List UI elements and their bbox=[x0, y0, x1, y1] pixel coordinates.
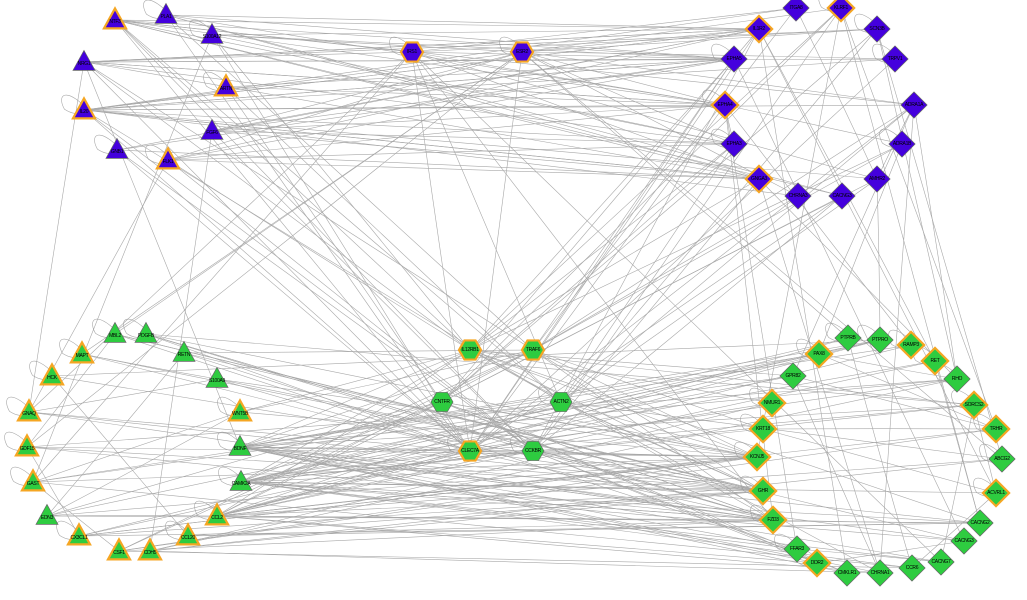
svg-text:CAMK2A: CAMK2A bbox=[232, 481, 252, 487]
svg-text:KCNJ5: KCNJ5 bbox=[750, 454, 765, 460]
svg-text:IL12RB1: IL12RB1 bbox=[461, 347, 479, 353]
svg-text:GAST: GAST bbox=[27, 481, 40, 487]
svg-text:SCN3B: SCN3B bbox=[869, 26, 885, 32]
svg-text:IRS1: IRS1 bbox=[407, 49, 417, 55]
svg-text:RETN: RETN bbox=[178, 352, 191, 358]
svg-text:GPR82: GPR82 bbox=[786, 373, 801, 379]
svg-text:EPHA4: EPHA4 bbox=[718, 102, 733, 108]
svg-text:S100A12: S100A12 bbox=[203, 34, 222, 40]
svg-text:AMHR2: AMHR2 bbox=[869, 176, 886, 182]
svg-text:CHRNA3: CHRNA3 bbox=[789, 193, 808, 199]
svg-text:WNT5B: WNT5B bbox=[232, 411, 249, 417]
svg-text:PLA1: PLA1 bbox=[160, 14, 172, 20]
svg-text:PTPRB: PTPRB bbox=[840, 335, 856, 341]
svg-text:KLRF1: KLRF1 bbox=[834, 5, 849, 11]
svg-text:GDF15: GDF15 bbox=[20, 446, 35, 452]
svg-text:PTPRO: PTPRO bbox=[872, 337, 888, 343]
svg-text:FLK1: FLK1 bbox=[163, 159, 174, 165]
svg-text:RHO: RHO bbox=[952, 376, 963, 382]
svg-text:ITGA8: ITGA8 bbox=[790, 5, 803, 11]
svg-text:RAMP3: RAMP3 bbox=[903, 342, 919, 348]
svg-text:EDN3: EDN3 bbox=[41, 515, 54, 521]
svg-text:IL1R2: IL1R2 bbox=[753, 26, 765, 32]
svg-text:EPHA5: EPHA5 bbox=[727, 56, 742, 62]
svg-text:GHR: GHR bbox=[758, 488, 769, 494]
svg-text:ADRA1B: ADRA1B bbox=[893, 141, 912, 147]
svg-text:CX3CL1: CX3CL1 bbox=[70, 535, 88, 541]
svg-text:CHRNA1: CHRNA1 bbox=[871, 570, 890, 576]
svg-text:FZD3: FZD3 bbox=[767, 517, 779, 523]
svg-text:CACNG3: CACNG3 bbox=[832, 193, 852, 199]
svg-text:CCR6: CCR6 bbox=[906, 565, 919, 571]
svg-text:CDH5: CDH5 bbox=[144, 550, 157, 556]
svg-text:PAX8: PAX8 bbox=[813, 351, 825, 357]
svg-text:CCKBR: CCKBR bbox=[525, 448, 542, 454]
svg-text:PDGFB: PDGFB bbox=[138, 333, 155, 339]
svg-text:NMUR1: NMUR1 bbox=[764, 400, 781, 406]
svg-text:ACVRL1: ACVRL1 bbox=[987, 490, 1005, 496]
svg-text:CCL2: CCL2 bbox=[211, 515, 223, 521]
svg-text:NRG1: NRG1 bbox=[78, 61, 91, 67]
svg-text:DDR2: DDR2 bbox=[811, 560, 824, 566]
svg-text:S100A9: S100A9 bbox=[209, 378, 226, 384]
svg-text:NTF3: NTF3 bbox=[109, 19, 121, 25]
svg-text:SORCS2: SORCS2 bbox=[965, 402, 984, 408]
svg-text:RET: RET bbox=[930, 358, 939, 364]
svg-text:ABCG2: ABCG2 bbox=[994, 456, 1010, 462]
svg-text:CCL20: CCL20 bbox=[181, 535, 196, 541]
svg-text:TRAF6: TRAF6 bbox=[526, 347, 541, 353]
svg-text:CSF1: CSF1 bbox=[113, 550, 125, 556]
svg-text:TRPV1: TRPV1 bbox=[888, 56, 903, 62]
svg-text:CACNG7: CACNG7 bbox=[931, 559, 951, 565]
svg-text:FFAR3: FFAR3 bbox=[790, 546, 805, 552]
svg-text:ADRA1A: ADRA1A bbox=[905, 102, 924, 108]
svg-text:CMKLR1: CMKLR1 bbox=[838, 570, 857, 576]
svg-text:GNAQ: GNAQ bbox=[22, 411, 36, 417]
svg-text:EPHA3: EPHA3 bbox=[727, 141, 742, 147]
svg-text:KRT18: KRT18 bbox=[756, 426, 770, 432]
svg-text:ESR2: ESR2 bbox=[516, 49, 528, 55]
svg-text:ACTN2: ACTN2 bbox=[554, 399, 569, 405]
svg-text:CNTFR: CNTFR bbox=[434, 399, 450, 405]
svg-text:HCK: HCK bbox=[47, 375, 58, 381]
svg-text:BDNF: BDNF bbox=[234, 446, 247, 452]
svg-text:CACNG3: CACNG3 bbox=[954, 538, 974, 544]
svg-text:CACNG2: CACNG2 bbox=[970, 520, 990, 526]
svg-text:MAPT: MAPT bbox=[76, 353, 89, 359]
svg-text:ARTN: ARTN bbox=[220, 86, 233, 92]
svg-text:GNGA3: GNGA3 bbox=[751, 176, 768, 182]
svg-text:TRHR: TRHR bbox=[990, 426, 1003, 432]
svg-text:FGF6: FGF6 bbox=[206, 130, 218, 136]
svg-text:IL20: IL20 bbox=[80, 109, 89, 115]
svg-text:CLEC7A: CLEC7A bbox=[461, 448, 480, 454]
svg-text:MBL2: MBL2 bbox=[109, 333, 121, 339]
svg-text:GNB1: GNB1 bbox=[111, 149, 124, 155]
